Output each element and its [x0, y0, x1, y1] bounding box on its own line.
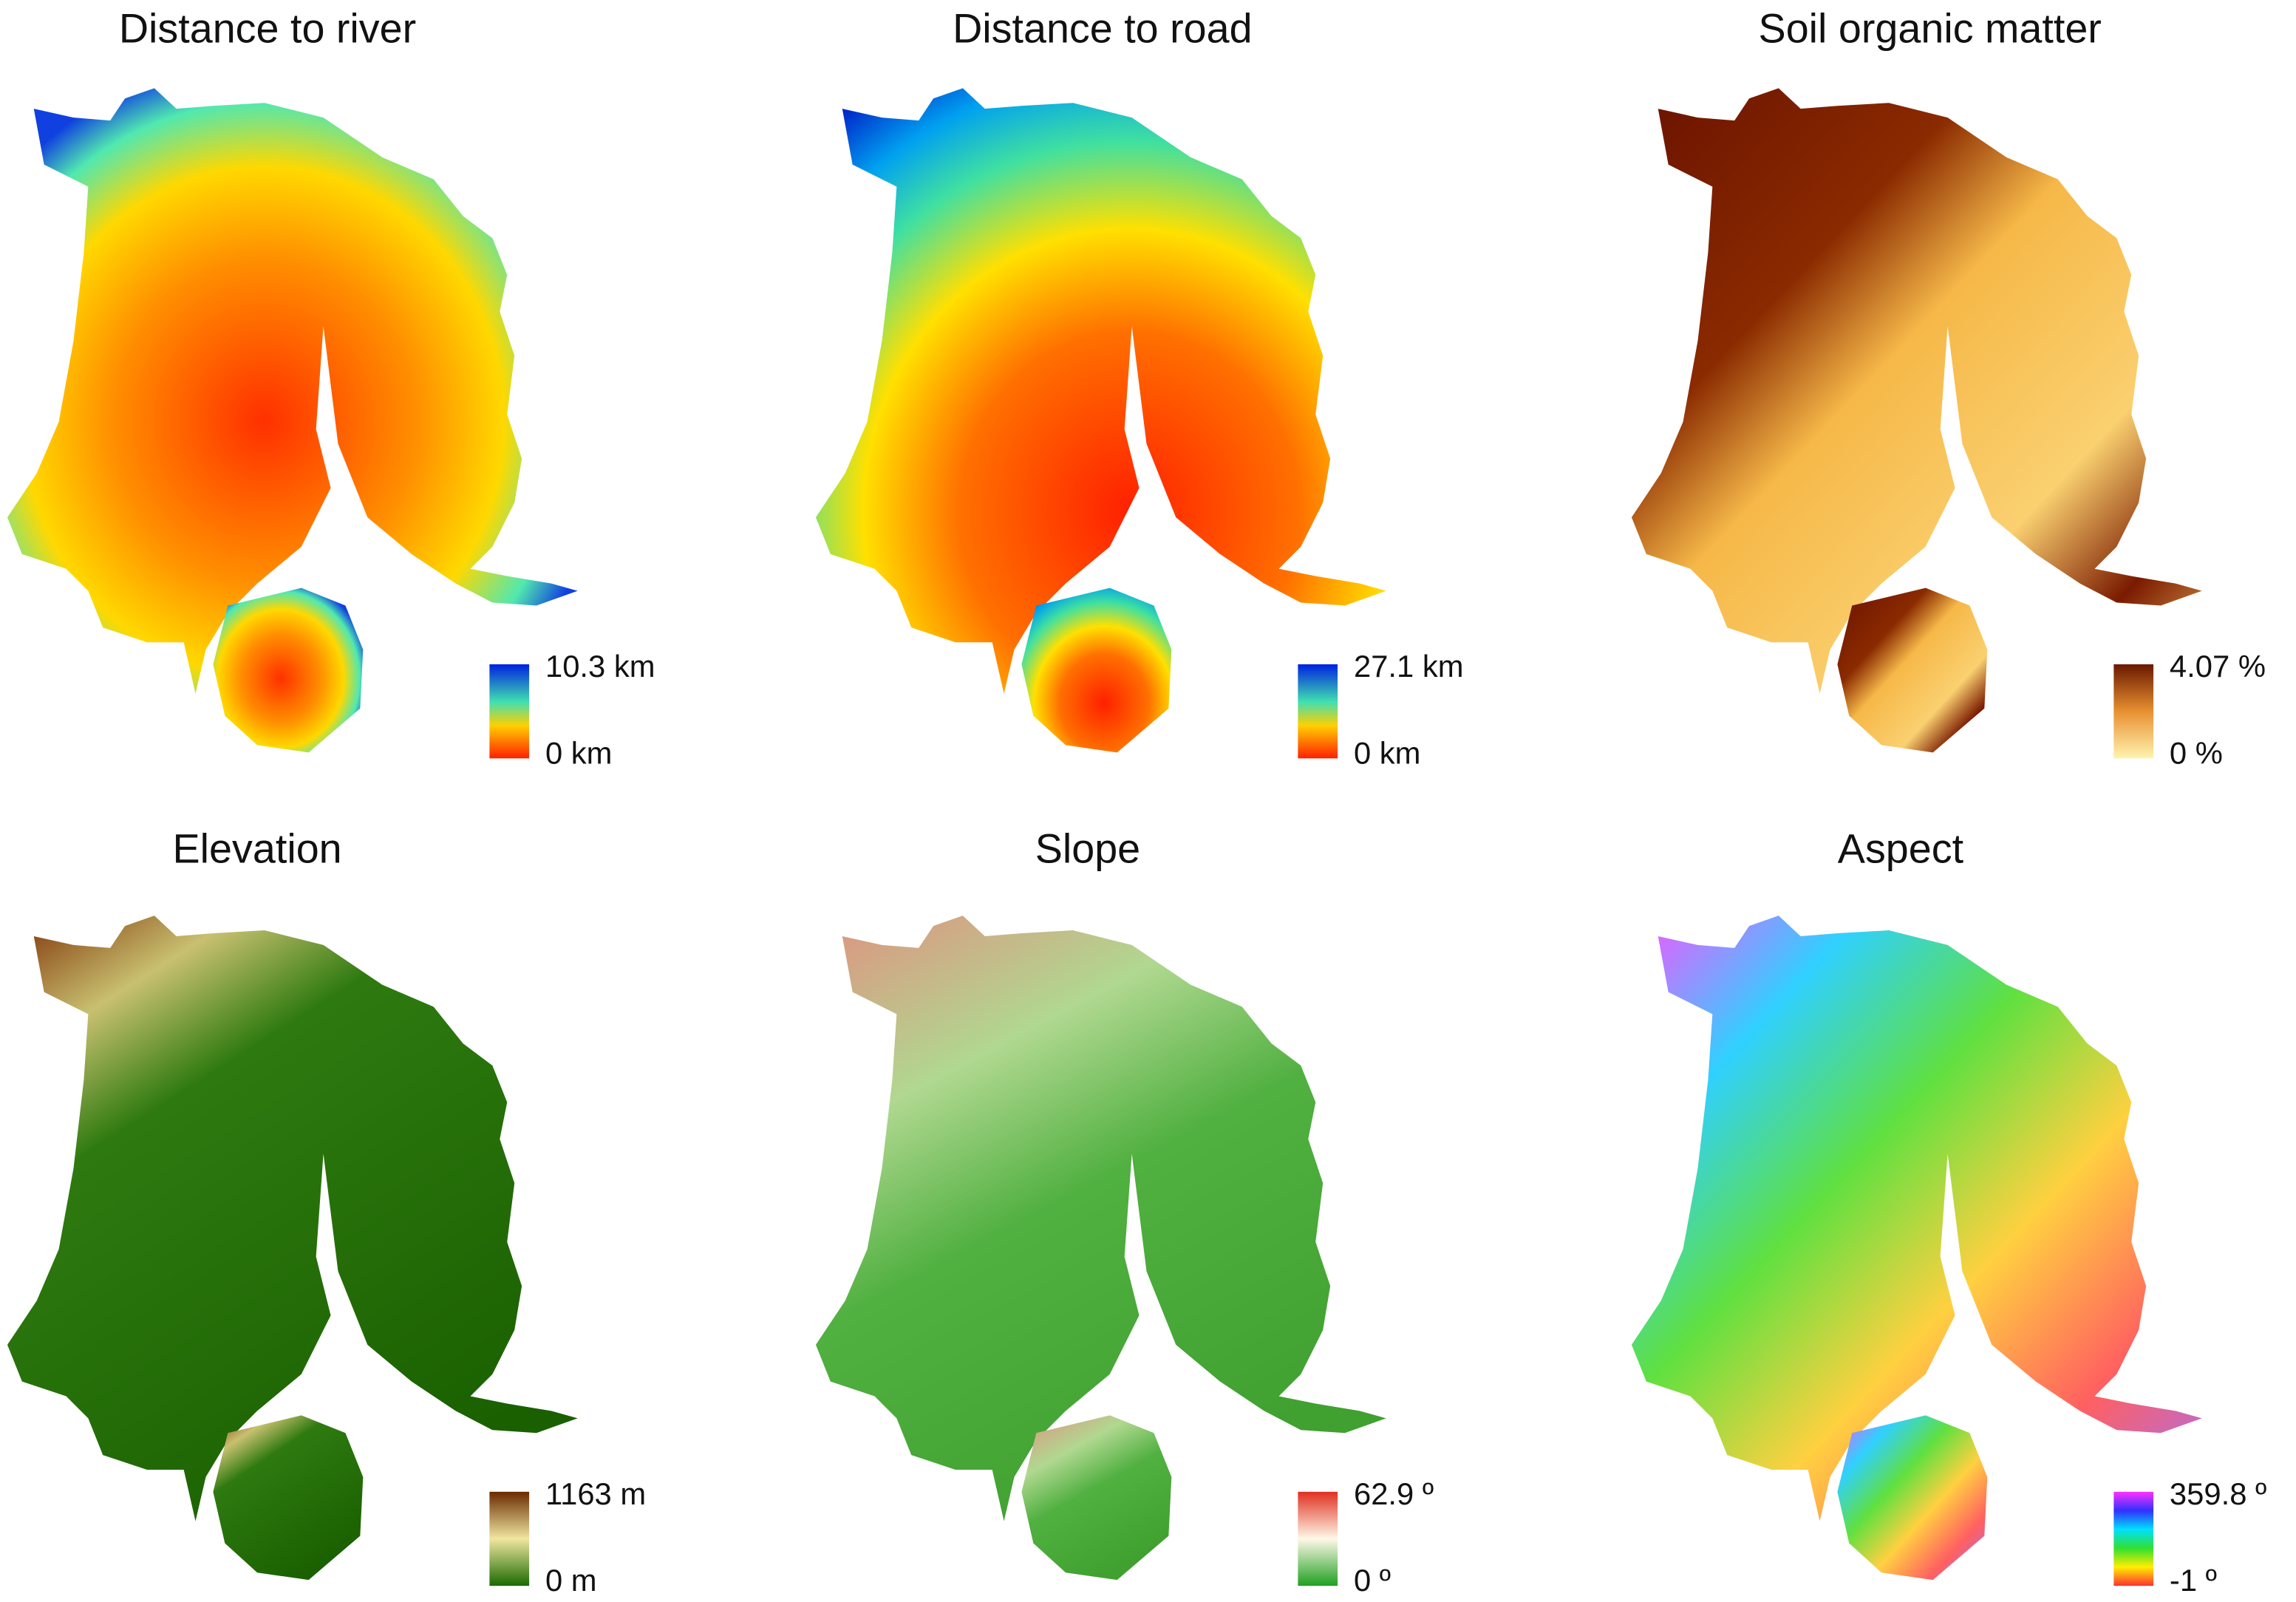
map — [1631, 88, 2202, 753]
legend-min: 0 km — [1354, 735, 1421, 770]
map-panel: Distance to road 27.1 km 0 km — [815, 6, 1464, 770]
map-panel: Distance to river 10.3 km 0 km — [7, 6, 655, 770]
map — [7, 916, 578, 1581]
legend-max: 27.1 km — [1354, 649, 1464, 684]
legend-min: 0 % — [2170, 735, 2223, 770]
panel-title: Slope — [1035, 826, 1140, 872]
map-panel: Aspect 359.8 º -1 º — [1631, 826, 2266, 1598]
legend-bar — [489, 1491, 530, 1586]
panel-title: Distance to road — [953, 6, 1253, 52]
map — [815, 88, 1386, 753]
panel-title: Soil organic matter — [1759, 6, 2102, 52]
legend-min: -1 º — [2170, 1563, 2217, 1598]
map-land — [1837, 1415, 1988, 1581]
map — [815, 916, 1386, 1581]
map-panel: Slope 62.9 º 0 º — [815, 826, 1434, 1598]
map-panel: Elevation 1163 m 0 m — [7, 826, 646, 1598]
legend-bar — [2113, 1491, 2154, 1586]
map — [7, 88, 578, 753]
legend-max: 4.07 % — [2170, 649, 2266, 684]
map-land — [1837, 587, 1988, 753]
legend-max: 10.3 km — [545, 649, 655, 684]
map-land — [213, 587, 364, 753]
map-land — [1021, 1415, 1172, 1581]
legend-min: 0 km — [545, 735, 613, 770]
map-panel: Soil organic matter 4.07 % 0 % — [1631, 6, 2266, 770]
map — [1631, 916, 2202, 1581]
legend-min: 0 º — [1354, 1563, 1391, 1598]
map-land — [1021, 587, 1172, 753]
legend-bar — [1298, 1491, 1338, 1586]
legend-max: 359.8 º — [2170, 1476, 2266, 1511]
legend-bar — [2113, 664, 2154, 759]
map-land — [213, 1415, 364, 1581]
legend-max: 1163 m — [545, 1476, 646, 1511]
legend-bar — [1298, 664, 1338, 759]
panel-title: Elevation — [173, 826, 342, 872]
legend-max: 62.9 º — [1354, 1476, 1434, 1511]
legend-min: 0 m — [545, 1563, 597, 1598]
panel-title: Distance to river — [119, 6, 416, 52]
panel-title: Aspect — [1838, 826, 1964, 872]
legend-bar — [489, 664, 530, 759]
